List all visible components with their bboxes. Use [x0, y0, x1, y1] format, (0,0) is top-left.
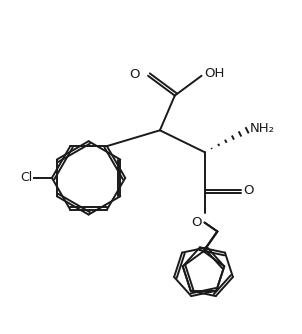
Text: O: O [243, 184, 254, 197]
Text: O: O [130, 68, 140, 81]
Text: NH₂: NH₂ [250, 122, 275, 135]
Text: OH: OH [204, 67, 225, 80]
Text: O: O [191, 215, 202, 228]
Text: Cl: Cl [20, 171, 32, 184]
